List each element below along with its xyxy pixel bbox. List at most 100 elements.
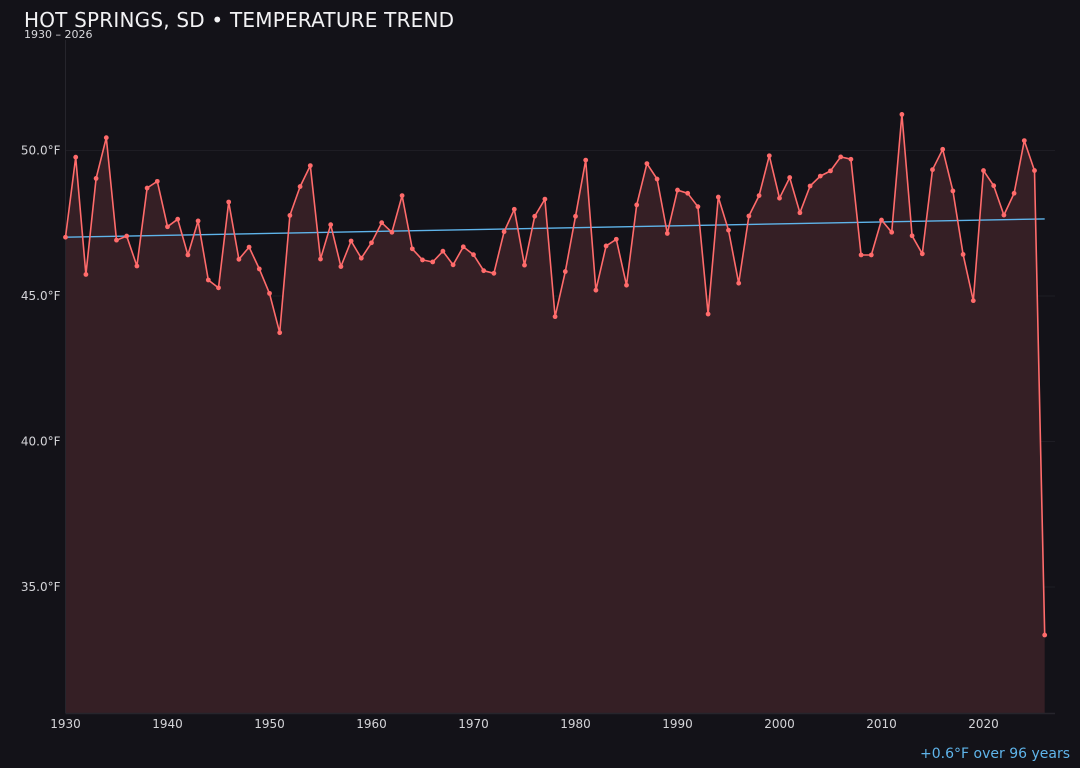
data-point xyxy=(83,272,89,277)
data-point xyxy=(460,244,466,250)
x-tick-label: 1970 xyxy=(458,717,489,731)
data-point xyxy=(328,222,334,228)
data-point xyxy=(93,176,99,181)
y-tick-label: 40.0°F xyxy=(21,435,61,449)
data-point xyxy=(267,290,272,296)
data-point xyxy=(868,252,874,258)
data-point xyxy=(828,168,833,174)
trend-annotation: +0.6°F over 96 years xyxy=(920,746,1070,762)
data-point xyxy=(175,216,181,222)
data-point xyxy=(1032,168,1037,173)
data-point xyxy=(613,236,619,242)
data-point xyxy=(471,252,476,258)
data-point xyxy=(379,220,385,226)
data-points xyxy=(63,112,1048,638)
data-point xyxy=(63,234,68,240)
data-point xyxy=(195,218,201,224)
data-point xyxy=(654,176,660,182)
data-point xyxy=(970,298,976,304)
data-point xyxy=(736,280,742,286)
data-point xyxy=(787,175,793,180)
data-point xyxy=(899,112,905,117)
data-point xyxy=(552,314,558,320)
data-point xyxy=(685,190,691,196)
data-point xyxy=(777,195,782,201)
data-point xyxy=(165,224,170,230)
data-point xyxy=(358,255,364,261)
data-point xyxy=(297,184,303,189)
data-point xyxy=(960,251,966,257)
data-point xyxy=(1021,138,1027,144)
area-fill xyxy=(65,114,1045,713)
data-point xyxy=(185,252,191,258)
data-point xyxy=(950,188,956,194)
y-axis-ticks: 50.0°F 45.0°F 40.0°F 35.0°F xyxy=(21,144,61,595)
data-point xyxy=(134,263,140,269)
data-point xyxy=(644,161,650,166)
x-tick-label: 1940 xyxy=(152,717,183,731)
data-point xyxy=(144,185,150,191)
data-point xyxy=(817,173,823,179)
data-point xyxy=(318,256,323,262)
data-point xyxy=(848,156,854,162)
data-point xyxy=(307,163,313,169)
data-point xyxy=(981,168,986,173)
data-point xyxy=(664,231,670,236)
data-point xyxy=(256,266,262,272)
x-axis-ticks: 1930 1940 1950 1960 1970 1980 1990 2000 2010 2020 xyxy=(50,717,999,731)
data-point xyxy=(369,240,374,246)
data-point xyxy=(338,264,344,270)
data-point xyxy=(909,233,915,239)
x-tick-label: 1930 xyxy=(50,717,81,731)
data-point xyxy=(756,193,762,199)
data-point xyxy=(205,277,211,283)
data-point xyxy=(991,183,997,189)
data-point xyxy=(124,233,130,239)
data-point xyxy=(430,259,436,265)
x-tick-label: 2000 xyxy=(764,717,795,731)
data-point xyxy=(634,202,640,208)
data-point xyxy=(940,146,946,152)
data-point xyxy=(919,251,925,257)
data-point xyxy=(348,238,354,244)
chart-subtitle: 1930 – 2026 xyxy=(24,28,93,41)
data-point xyxy=(1001,212,1007,218)
data-point xyxy=(583,157,589,163)
data-point xyxy=(226,199,232,205)
data-point xyxy=(705,311,711,317)
data-point xyxy=(287,212,293,218)
data-point xyxy=(491,270,497,276)
data-point xyxy=(675,187,680,193)
data-point xyxy=(624,282,629,288)
x-tick-label: 1980 xyxy=(560,717,591,731)
data-point xyxy=(858,252,864,258)
data-point xyxy=(573,213,578,219)
y-tick-label: 50.0°F xyxy=(21,144,61,158)
data-point xyxy=(450,262,456,268)
data-point xyxy=(889,229,895,235)
data-point xyxy=(695,204,701,210)
data-point xyxy=(603,243,609,249)
data-point xyxy=(930,167,935,173)
x-tick-label: 1990 xyxy=(662,717,693,731)
data-point xyxy=(879,217,884,223)
data-point xyxy=(715,194,721,200)
y-tick-label: 35.0°F xyxy=(21,580,61,594)
data-point xyxy=(746,213,752,219)
data-point xyxy=(409,246,415,252)
data-point xyxy=(440,248,446,254)
data-point xyxy=(1011,190,1017,196)
data-point xyxy=(726,227,731,233)
chart-title: HOT SPRINGS, SD • TEMPERATURE TREND xyxy=(24,8,455,32)
data-point xyxy=(766,153,772,159)
data-point xyxy=(511,206,517,212)
data-point xyxy=(532,213,538,219)
data-point xyxy=(501,229,507,235)
x-tick-label: 1950 xyxy=(254,717,285,731)
data-point xyxy=(522,262,527,268)
data-point xyxy=(389,229,395,235)
x-tick-label: 2020 xyxy=(968,717,999,731)
data-point xyxy=(542,196,548,202)
data-point xyxy=(236,256,242,262)
data-point xyxy=(277,330,283,336)
